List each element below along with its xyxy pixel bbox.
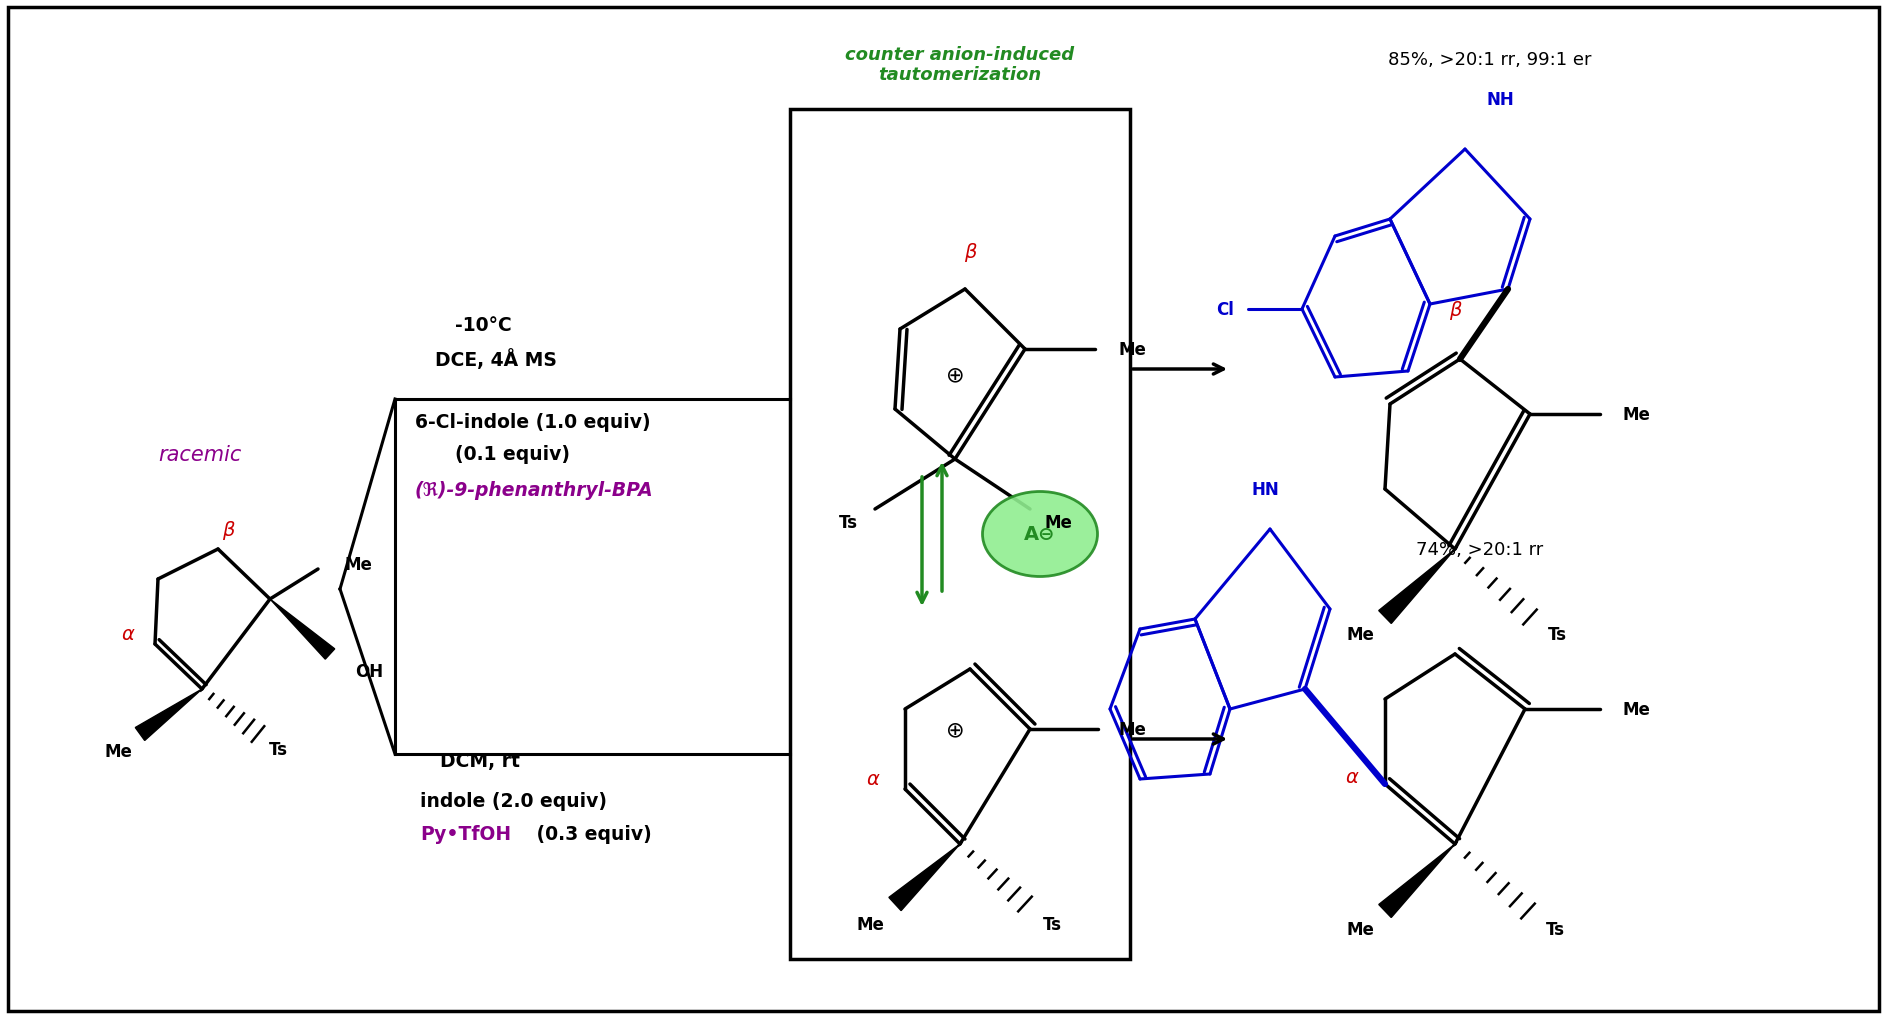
Text: 85%, >20:1 rr, 99:1 er: 85%, >20:1 rr, 99:1 er [1389, 51, 1593, 69]
Text: counter anion-induced
tautomerization: counter anion-induced tautomerization [845, 46, 1074, 85]
Polygon shape [1379, 844, 1455, 917]
Polygon shape [136, 689, 202, 741]
Text: ⊕: ⊕ [945, 719, 964, 739]
Text: OH: OH [355, 662, 383, 681]
Text: Me: Me [1117, 720, 1145, 739]
Text: 74%, >20:1 rr: 74%, >20:1 rr [1417, 540, 1544, 558]
Text: DCM, rt: DCM, rt [440, 752, 521, 770]
Text: Me: Me [1117, 340, 1145, 359]
Text: Ts: Ts [268, 740, 287, 758]
Text: Me: Me [1345, 626, 1374, 643]
Text: (ℜ)-9-phenanthryl-BPA: (ℜ)-9-phenanthryl-BPA [415, 480, 653, 499]
Text: indole (2.0 equiv): indole (2.0 equiv) [421, 792, 608, 811]
Text: -10°C: -10°C [455, 315, 511, 334]
Text: HN: HN [1251, 481, 1279, 498]
Polygon shape [1379, 549, 1455, 624]
Text: (0.3 equiv): (0.3 equiv) [530, 824, 651, 844]
Text: β: β [1449, 301, 1461, 319]
Text: racemic: racemic [159, 444, 242, 465]
Text: Me: Me [345, 555, 374, 574]
Text: Ts: Ts [1042, 915, 1062, 933]
Bar [791, 110, 1130, 959]
Text: Me: Me [1623, 406, 1649, 424]
Text: ⊕: ⊕ [945, 365, 964, 384]
Text: Me: Me [857, 915, 883, 933]
Text: A⊖: A⊖ [1025, 525, 1055, 544]
Text: Ts: Ts [1545, 920, 1564, 938]
Text: Me: Me [1345, 920, 1374, 938]
Text: Ts: Ts [1547, 626, 1566, 643]
Text: α: α [121, 625, 134, 644]
Text: α: α [866, 769, 879, 789]
Text: Me: Me [1044, 514, 1072, 532]
Text: Py•TfOH: Py•TfOH [421, 824, 511, 844]
Text: (0.1 equiv): (0.1 equiv) [455, 445, 570, 464]
Text: DCE, 4Å MS: DCE, 4Å MS [436, 350, 557, 370]
Text: Me: Me [1623, 700, 1649, 718]
Text: Cl: Cl [1215, 301, 1234, 319]
Text: α: α [1345, 767, 1359, 787]
Text: Me: Me [104, 742, 132, 760]
Text: 6-Cl-indole (1.0 equiv): 6-Cl-indole (1.0 equiv) [415, 412, 651, 431]
Text: Ts: Ts [838, 514, 857, 532]
Text: NH: NH [1487, 91, 1513, 109]
Ellipse shape [983, 492, 1098, 577]
Text: β: β [964, 243, 976, 261]
Text: β: β [223, 520, 234, 539]
Polygon shape [889, 844, 960, 911]
Polygon shape [270, 599, 334, 659]
